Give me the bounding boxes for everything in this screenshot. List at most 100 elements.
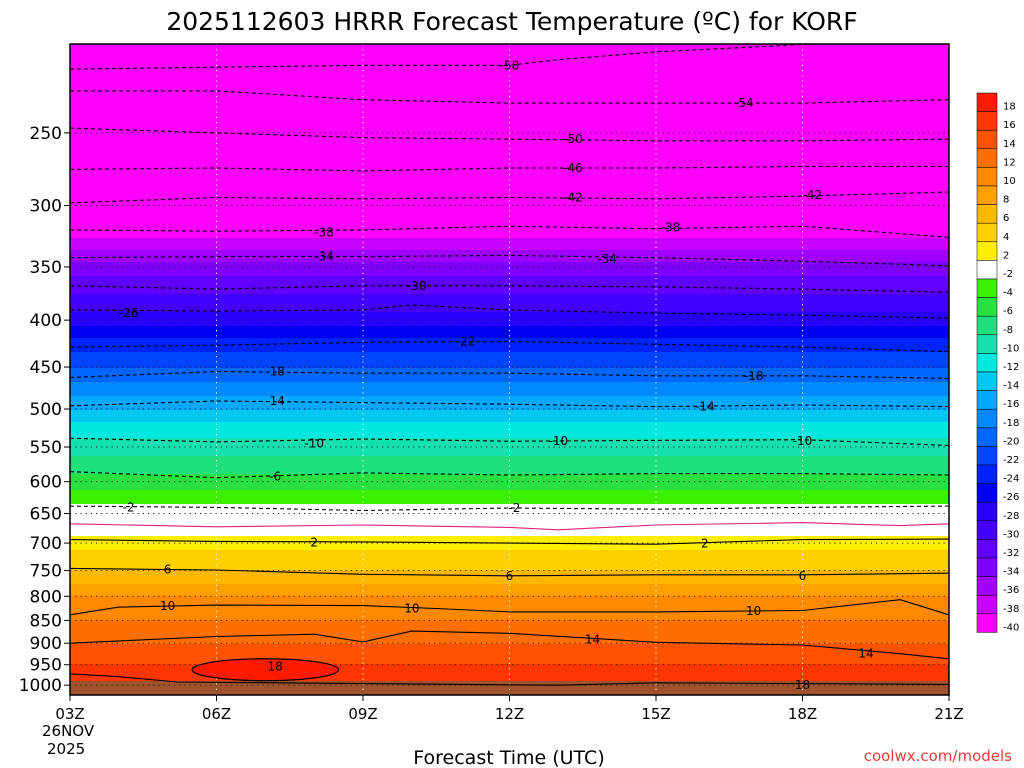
temperature-band <box>70 440 949 443</box>
temperature-band <box>70 648 949 651</box>
temperature-band <box>70 612 949 615</box>
contour-label: 10 <box>160 599 175 613</box>
temperature-band <box>70 622 949 625</box>
temperature-band <box>70 468 949 471</box>
colorbar-swatch <box>976 446 998 466</box>
temperature-band <box>70 176 949 179</box>
temperature-band <box>70 248 949 251</box>
temperature-band <box>70 208 949 211</box>
y-tick-label: 600 <box>30 473 62 493</box>
temperature-band <box>70 162 949 165</box>
contour-label: -30 <box>407 279 427 293</box>
temperature-band <box>70 68 949 71</box>
temperature-band <box>70 602 949 605</box>
temperature-band <box>70 104 949 107</box>
contour-label: 2 <box>310 536 318 550</box>
temperature-band <box>70 396 949 399</box>
temperature-band <box>70 472 949 475</box>
temperature-band <box>70 332 949 335</box>
temperature-band <box>70 84 949 87</box>
temperature-band <box>70 270 949 273</box>
temperature-band <box>70 422 949 425</box>
y-tick-label: 1000 <box>19 676 62 696</box>
colorbar-tick-label: -14 <box>1003 381 1019 392</box>
y-tick-label: 300 <box>30 197 62 217</box>
temperature-band <box>70 196 949 199</box>
colorbar-swatch <box>976 501 998 522</box>
colorbar-tick-label: -24 <box>1003 474 1019 485</box>
temperature-band <box>70 92 949 95</box>
temperature-band <box>70 206 949 209</box>
temperature-band <box>70 528 949 531</box>
temperature-band <box>70 124 949 127</box>
colorbar: 18 16 14 12 10 8 6 4 2 -2 -4 -6 -8 -10 -12 -14 -16 -18 -20… <box>976 92 1019 633</box>
colorbar-tick-label: -18 <box>1003 418 1019 429</box>
colorbar-tick-label: 6 <box>1003 213 1009 224</box>
contour-label: 14 <box>585 633 600 647</box>
temperature-band <box>70 638 949 641</box>
temperature-band <box>70 172 949 175</box>
temperature-band <box>70 658 949 661</box>
temperature-band <box>70 474 949 477</box>
temperature-band <box>70 656 949 659</box>
y-tick-label: 800 <box>30 587 62 607</box>
contour-line <box>70 567 949 577</box>
temperature-band <box>70 224 949 227</box>
y-tick-label: 750 <box>30 562 62 582</box>
temperature-band <box>70 320 949 323</box>
temperature-band <box>70 136 949 139</box>
contour-lines: -58-54-50-46-42 -42-38 -38-34 -34-30-26-22-… <box>70 44 949 692</box>
temperature-band <box>70 146 949 149</box>
x-tick-label: 21Z <box>934 705 963 723</box>
temperature-band <box>70 552 949 555</box>
y-axis: 250 300 350 400 450 500 550 600 650 700 750 800 850 9… <box>19 124 70 696</box>
temperature-band <box>70 596 949 599</box>
colorbar-tick-label: 8 <box>1003 195 1009 206</box>
temperature-band <box>70 128 949 131</box>
colorbar-swatch <box>976 576 998 596</box>
temperature-band <box>70 654 949 657</box>
temperature-band <box>70 342 949 345</box>
x-date-line1: 26NOV <box>42 722 95 740</box>
temperature-band <box>70 338 949 341</box>
colorbar-tick-label: -8 <box>1003 325 1013 336</box>
temperature-band <box>70 118 949 121</box>
colorbar-tick-label: -26 <box>1003 492 1019 503</box>
x-axis: 03Z 06Z 09Z 12Z 15Z 18Z 21Z <box>55 695 964 723</box>
temperature-band <box>70 198 949 201</box>
colorbar-swatch <box>976 613 998 633</box>
temperature-band <box>70 530 949 533</box>
x-axis-label: Forecast Time (UTC) <box>413 747 604 768</box>
colorbar-tick-label: -12 <box>1003 362 1019 373</box>
colorbar-tick-label: -40 <box>1003 622 1019 633</box>
temperature-band <box>70 534 949 537</box>
y-tick-label: 500 <box>30 400 62 420</box>
contour-label: -34 <box>314 250 334 264</box>
temperature-band <box>70 66 949 69</box>
colorbar-swatch <box>976 222 998 243</box>
colorbar-swatch <box>976 390 998 410</box>
temperature-band <box>70 316 949 319</box>
temperature-band <box>70 442 949 445</box>
temperature-bands <box>70 44 949 695</box>
temperature-band <box>70 462 949 465</box>
colorbar-tick-label: -2 <box>1003 269 1013 280</box>
temperature-band <box>70 82 949 85</box>
contour-label: -54 <box>734 96 754 110</box>
y-tick-label: 550 <box>30 438 62 458</box>
temperature-band <box>70 114 949 117</box>
temperature-band <box>70 88 949 91</box>
temperature-band <box>70 570 949 573</box>
contour-label: 6 <box>164 562 172 576</box>
temperature-band <box>70 634 949 637</box>
temperature-band <box>70 452 949 455</box>
contour-line <box>70 630 949 660</box>
temperature-band <box>70 76 949 79</box>
temperature-band <box>70 380 949 383</box>
temperature-band <box>70 144 949 147</box>
colorbar-swatch <box>976 483 998 503</box>
temperature-band <box>70 546 949 549</box>
temperature-band <box>70 164 949 167</box>
temperature-band <box>70 58 949 61</box>
temperature-band <box>70 258 949 261</box>
